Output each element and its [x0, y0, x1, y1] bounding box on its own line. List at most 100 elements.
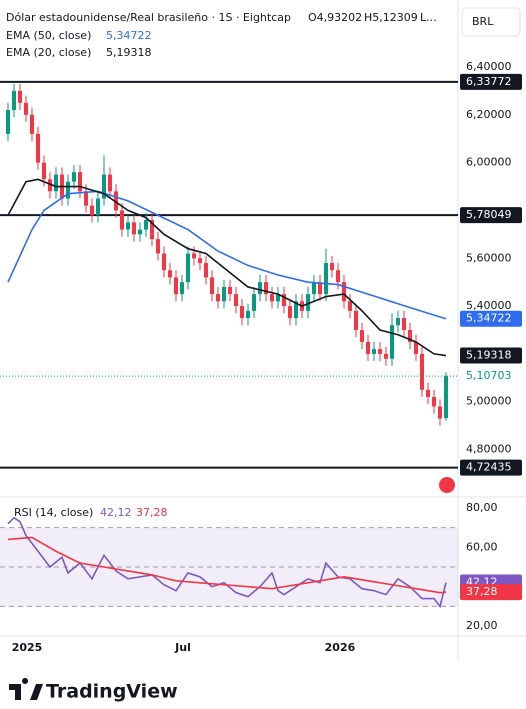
hline-badge — [460, 459, 522, 476]
legend-value: 42,12 — [100, 506, 132, 519]
candle-body — [227, 286, 232, 295]
y-tick-label: 6,40000 — [466, 60, 512, 73]
last-value-label: 37,28 — [466, 585, 498, 598]
candle-body — [209, 277, 214, 295]
candle-body — [311, 282, 316, 295]
candle-body — [281, 294, 286, 307]
candle-body — [89, 205, 94, 216]
candle-body — [287, 306, 292, 319]
x-tick-label: Jul — [174, 641, 191, 654]
y-tick-label: 5,40000 — [466, 299, 512, 312]
candle-body — [119, 210, 124, 230]
candle-body — [101, 174, 106, 199]
candle-body — [329, 263, 334, 271]
candle-body — [29, 114, 34, 134]
candle-body — [263, 282, 268, 295]
candle-body — [377, 349, 382, 354]
candle-body — [155, 239, 160, 254]
candle-body — [143, 220, 148, 230]
candle-body — [341, 282, 346, 302]
y-tick-label: 5,60000 — [466, 251, 512, 264]
hline-badge — [460, 207, 522, 224]
candle-body — [11, 90, 16, 110]
candle-body — [221, 286, 226, 302]
candle-body — [383, 353, 388, 359]
candle-body — [335, 270, 340, 283]
hline-label: 6,33772 — [466, 75, 512, 88]
y-tick-label: 20,00 — [466, 619, 498, 632]
candle-body — [179, 282, 184, 295]
currency-label: BRL — [472, 15, 494, 28]
x-tick-label: 2026 — [325, 641, 356, 654]
y-tick-label: 6,00000 — [466, 156, 512, 169]
candle-body — [395, 318, 400, 326]
candle-body — [149, 220, 154, 240]
candle-body — [257, 282, 262, 295]
hline-label: 5,78049 — [466, 208, 512, 221]
candle-body — [83, 191, 88, 206]
candle-body — [365, 341, 370, 354]
candle-body — [239, 306, 244, 319]
brand-name: TradingView — [46, 681, 178, 703]
candle-body — [347, 301, 352, 311]
candle-body — [245, 310, 250, 319]
candle-body — [269, 294, 274, 302]
brand-logo — [9, 678, 43, 700]
candle-body — [65, 181, 70, 199]
candle-body — [131, 222, 136, 235]
candle-body — [317, 282, 322, 295]
candle-body — [5, 110, 10, 134]
candle-body — [167, 270, 172, 278]
indicator-title: RSI (14, close) — [14, 506, 93, 519]
indicator-line — [7, 190, 447, 320]
candle-body — [41, 162, 46, 180]
candle-body — [125, 222, 130, 230]
candle-body — [389, 325, 394, 359]
candle-body — [23, 102, 28, 115]
candle-body — [215, 294, 220, 302]
legend-value: 5,34722 — [106, 29, 152, 42]
candle-body — [371, 349, 376, 354]
chart-title: Dólar estadounidense/Real brasileño · 1S… — [6, 11, 291, 24]
candle-body — [275, 294, 280, 302]
candle-body — [353, 310, 358, 330]
last-value-label: 5,19318 — [466, 349, 512, 362]
candle-body — [137, 229, 142, 235]
last-price-label: 5,10703 — [466, 369, 512, 382]
indicator-line — [7, 178, 447, 357]
ohlc-label: L... — [420, 11, 437, 24]
hline-label: 4,72435 — [466, 461, 512, 474]
last-value-badge — [460, 347, 522, 364]
candle-body — [323, 263, 328, 295]
candle-body — [53, 174, 58, 192]
candle-body — [431, 396, 436, 407]
last-value-badge — [460, 310, 522, 327]
candle-body — [107, 174, 112, 192]
x-tick-label: 2025 — [12, 641, 43, 654]
flag-icon — [439, 477, 455, 493]
candle-body — [17, 90, 22, 103]
candle-body — [47, 179, 52, 192]
legend-value: 37,28 — [136, 506, 168, 519]
legend-name: EMA (20, close) — [6, 46, 91, 59]
hline-badge — [460, 73, 522, 90]
candle-body — [113, 191, 118, 211]
y-tick-label: 4,80000 — [466, 443, 512, 456]
candle-body — [293, 301, 298, 319]
legend-name: EMA (50, close) — [6, 29, 91, 42]
y-tick-label: 6,20000 — [466, 108, 512, 121]
currency-button[interactable] — [461, 7, 521, 37]
candle-body — [443, 376, 448, 418]
candle-body — [425, 389, 430, 397]
y-tick-label: 5,00000 — [466, 395, 512, 408]
indicator-line — [7, 516, 447, 609]
candle-body — [359, 330, 364, 342]
legend-value: 5,19318 — [106, 46, 152, 59]
candle-body — [95, 198, 100, 216]
candle-body — [305, 294, 310, 311]
candle-body — [251, 294, 256, 311]
candle-body — [197, 258, 202, 264]
candle-body — [173, 277, 178, 295]
candle-body — [185, 253, 190, 283]
